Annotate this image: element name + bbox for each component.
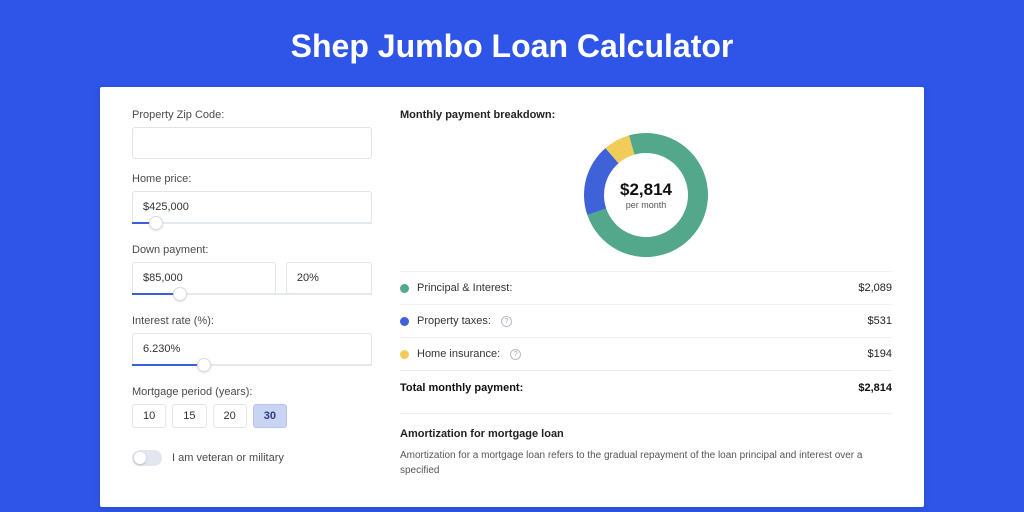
amortization-text: Amortization for a mortgage loan refers …: [400, 448, 892, 478]
mortgage-period-field-group: Mortgage period (years): 1015 2030: [132, 386, 372, 428]
period-btn-30[interactable]: 30: [253, 404, 287, 428]
donut-center-amount: $2,814: [620, 180, 672, 200]
veteran-label: I am veteran or military: [172, 452, 284, 464]
interest-rate-slider[interactable]: [132, 364, 372, 366]
breakdown-panel: Monthly payment breakdown: $2,814 per mo…: [400, 109, 892, 507]
zip-label: Property Zip Code:: [132, 109, 372, 121]
donut-chart: $2,814 per month: [584, 133, 708, 257]
donut-container: $2,814 per month: [400, 127, 892, 271]
down-payment-slider[interactable]: [132, 293, 372, 295]
legend-dot-icon: [400, 350, 409, 359]
period-btn-20[interactable]: 20: [213, 404, 247, 428]
down-payment-field-group: Down payment:: [132, 244, 372, 295]
legend-value: $531: [868, 315, 892, 327]
amortization-section: Amortization for mortgage loan Amortizat…: [400, 413, 892, 478]
home-price-slider-thumb[interactable]: [149, 216, 163, 230]
donut-slice-taxes: [584, 148, 619, 215]
amortization-title: Amortization for mortgage loan: [400, 428, 892, 440]
legend-dot-icon: [400, 317, 409, 326]
legend-list: Principal & Interest: $2,089 Property taxe…: [400, 271, 892, 370]
veteran-row: I am veteran or military: [132, 450, 372, 466]
legend-left: Home insurance:?: [400, 348, 521, 360]
legend-dot-icon: [400, 284, 409, 293]
down-payment-amount-input[interactable]: [132, 262, 276, 294]
total-row: Total monthly payment: $2,814: [400, 370, 892, 405]
donut-center-sub: per month: [620, 200, 672, 210]
interest-rate-field-group: Interest rate (%):: [132, 315, 372, 366]
mortgage-period-buttons: 1015 2030: [132, 404, 372, 428]
info-icon[interactable]: ?: [501, 316, 512, 327]
legend-row-taxes: Property taxes:? $531: [400, 304, 892, 337]
donut-center: $2,814 per month: [620, 180, 672, 210]
down-payment-slider-thumb[interactable]: [173, 287, 187, 301]
page-title: Shep Jumbo Loan Calculator: [0, 0, 1024, 87]
home-price-label: Home price:: [132, 173, 372, 185]
form-panel: Property Zip Code: Home price: Down paym…: [132, 109, 372, 507]
legend-label: Home insurance:: [417, 348, 500, 360]
legend-row-pi: Principal & Interest: $2,089: [400, 271, 892, 304]
legend-value: $2,089: [858, 282, 892, 294]
interest-rate-label: Interest rate (%):: [132, 315, 372, 327]
mortgage-period-label: Mortgage period (years):: [132, 386, 372, 398]
legend-label: Principal & Interest:: [417, 282, 512, 294]
interest-rate-input[interactable]: [132, 333, 372, 365]
down-payment-percent-input[interactable]: [286, 262, 372, 294]
legend-left: Property taxes:?: [400, 315, 512, 327]
period-btn-10[interactable]: 10: [132, 404, 166, 428]
zip-field-group: Property Zip Code:: [132, 109, 372, 159]
home-price-input[interactable]: [132, 191, 372, 223]
info-icon[interactable]: ?: [510, 349, 521, 360]
period-btn-15[interactable]: 15: [172, 404, 206, 428]
veteran-toggle[interactable]: [132, 450, 162, 466]
down-payment-label: Down payment:: [132, 244, 372, 256]
legend-value: $194: [868, 348, 892, 360]
home-price-slider[interactable]: [132, 222, 372, 224]
legend-left: Principal & Interest:: [400, 282, 512, 294]
zip-input[interactable]: [132, 127, 372, 159]
total-label: Total monthly payment:: [400, 382, 523, 394]
calculator-card: Property Zip Code: Home price: Down paym…: [100, 87, 924, 507]
legend-row-insurance: Home insurance:? $194: [400, 337, 892, 370]
interest-rate-slider-thumb[interactable]: [197, 358, 211, 372]
legend-label: Property taxes:: [417, 315, 491, 327]
total-value: $2,814: [858, 382, 892, 394]
interest-rate-slider-fill: [132, 364, 204, 366]
home-price-field-group: Home price:: [132, 173, 372, 224]
breakdown-title: Monthly payment breakdown:: [400, 109, 892, 121]
